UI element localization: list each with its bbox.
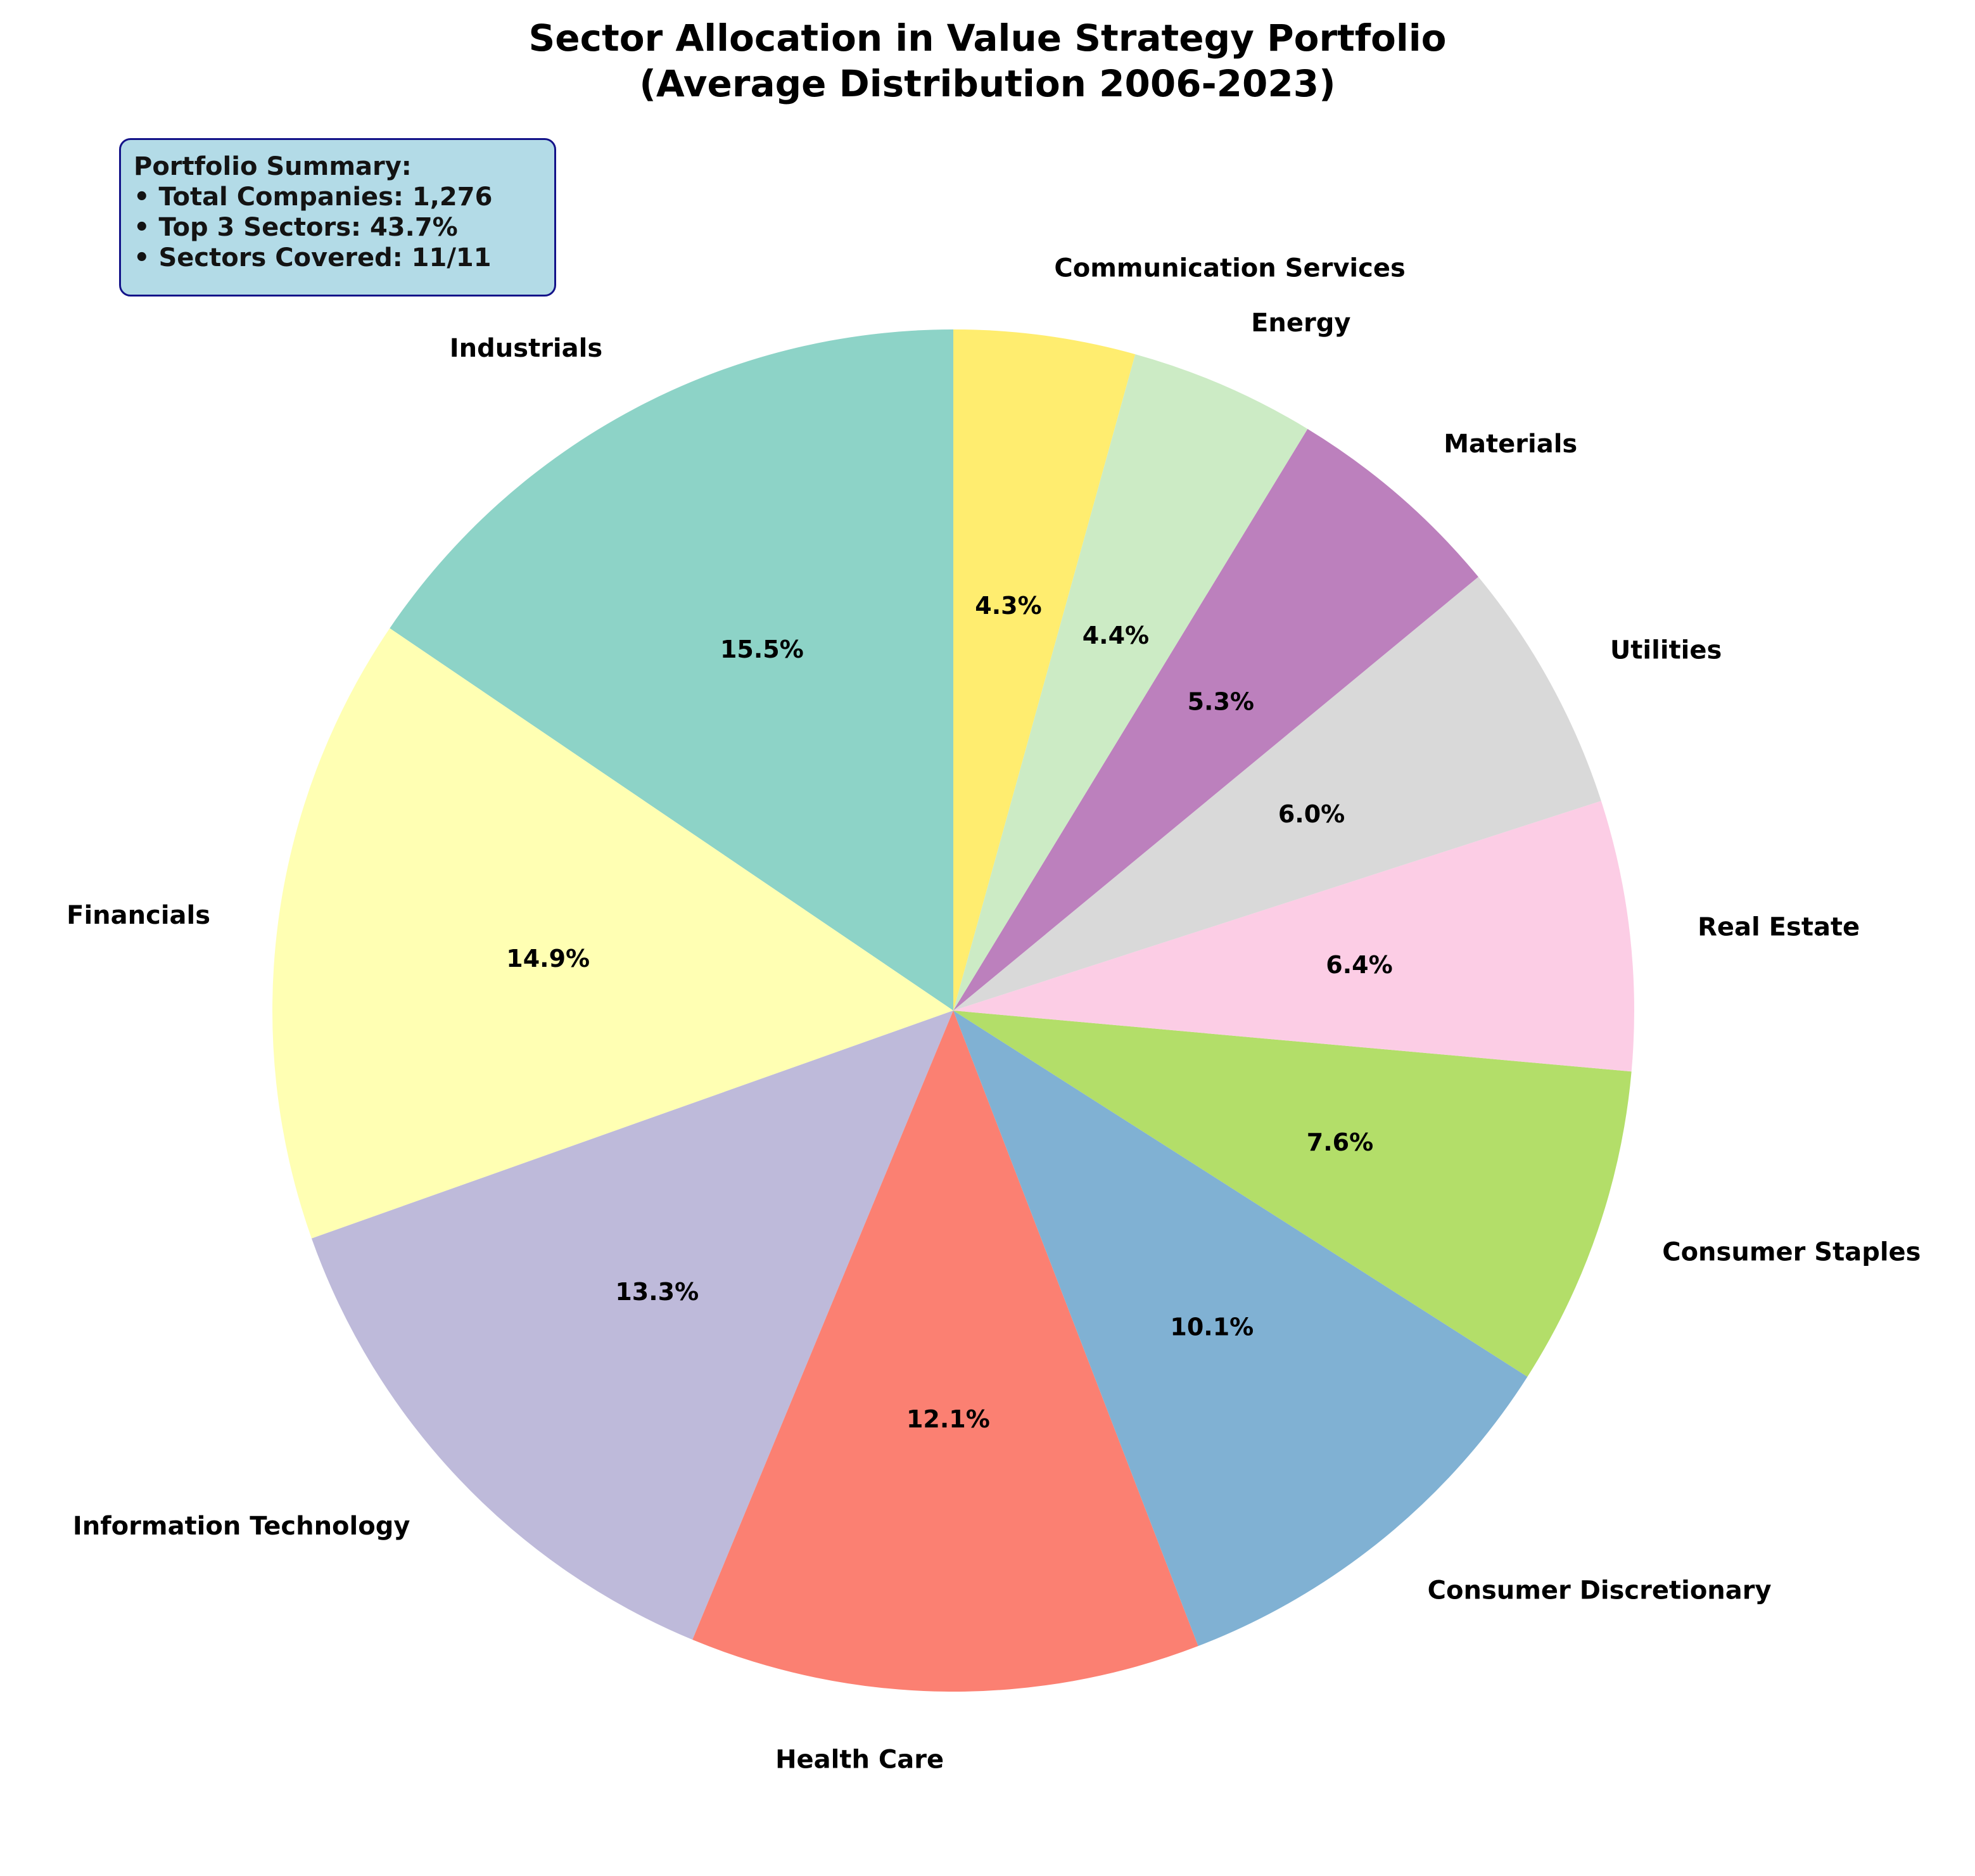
category-label-utilities: Utilities (1610, 635, 1722, 665)
summary-line-sectors-covered: • Sectors Covered: 11/11 (134, 243, 492, 272)
category-label-financials: Financials (67, 901, 210, 930)
slice-energy (953, 354, 1308, 1011)
category-label-consumer-staples: Consumer Staples (1662, 1238, 1921, 1267)
category-labels: Industrials Financials Information Technol… (67, 253, 1921, 1774)
percent-label-information-technology: 13.3% (615, 1278, 699, 1306)
slice-information-technology (311, 1011, 954, 1640)
category-label-energy: Energy (1251, 309, 1350, 338)
chart-title-line-2: (Average Distribution 2006-2023) (639, 62, 1335, 105)
category-label-health-care: Health Care (775, 1745, 944, 1774)
summary-line-total-companies: • Total Companies: 1,276 (134, 182, 493, 212)
percent-label-energy: 4.4% (1083, 622, 1149, 649)
category-label-communication-services: Communication Services (1054, 253, 1405, 283)
category-label-consumer-discretionary: Consumer Discretionary (1428, 1576, 1772, 1605)
slice-utilities (953, 577, 1601, 1011)
summary-heading: Portfolio Summary: (134, 152, 412, 181)
percent-labels: 15.5% 14.9% 13.3% 12.1% 10.1% 7.6% 6.4% 6.0% 5.3… (506, 592, 1392, 1433)
category-label-materials: Materials (1444, 430, 1577, 459)
pie-slices (272, 329, 1635, 1692)
slice-industrials (390, 329, 953, 1011)
slice-consumer-staples (953, 1011, 1632, 1377)
slice-consumer-discretionary (953, 1011, 1528, 1647)
percent-label-consumer-staples: 7.6% (1307, 1128, 1373, 1156)
percent-label-materials: 5.3% (1188, 687, 1254, 715)
summary-line-top3-sectors: • Top 3 Sectors: 43.7% (134, 213, 458, 242)
slice-communication-services (953, 329, 1136, 1011)
slice-real-estate (953, 801, 1635, 1072)
percent-label-utilities: 6.0% (1278, 800, 1345, 828)
portfolio-summary-box: Portfolio Summary: • Total Companies: 1,… (119, 138, 556, 297)
percent-label-consumer-discretionary: 10.1% (1170, 1313, 1254, 1341)
percent-label-communication-services: 4.3% (975, 592, 1041, 620)
chart-title-line-1: Sector Allocation in Value Strategy Port… (529, 16, 1447, 60)
percent-label-financials: 14.9% (506, 945, 590, 973)
slice-materials (953, 428, 1478, 1011)
category-label-information-technology: Information Technology (73, 1512, 410, 1541)
percent-label-industrials: 15.5% (720, 635, 804, 663)
slice-health-care (692, 1011, 1198, 1692)
percent-label-real-estate: 6.4% (1326, 951, 1392, 979)
slice-financials (272, 628, 953, 1239)
percent-label-health-care: 12.1% (906, 1405, 990, 1433)
category-label-real-estate: Real Estate (1698, 912, 1860, 941)
category-label-industrials: Industrials (450, 334, 602, 363)
